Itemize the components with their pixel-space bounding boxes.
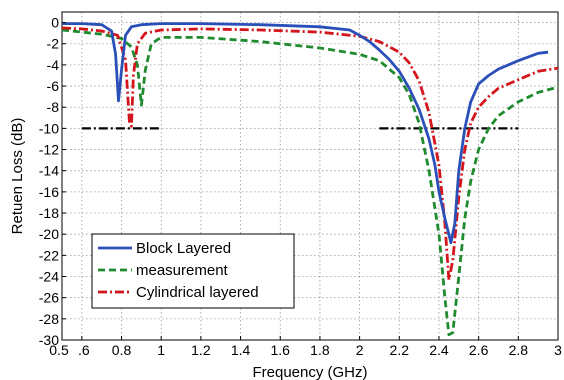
tick-labels: 0.5 .6 0.8 1 1.2 1.4 1.6 1.8 2 2.2 2.4 2.6 2.8 3 0 -2 -4…	[39, 15, 562, 358]
legend-label: measurement	[136, 262, 229, 279]
y-tick-label: -20	[39, 226, 59, 242]
x-tick-label: 1.6	[271, 342, 291, 358]
x-tick-label: 2.2	[390, 342, 410, 358]
y-tick-label: -22	[39, 247, 59, 263]
x-tick-label: 1	[157, 342, 165, 358]
x-tick-label: 2.4	[429, 342, 449, 358]
y-tick-label: -18	[39, 205, 59, 221]
y-tick-label: -6	[47, 78, 60, 94]
x-tick-label: 0.5	[49, 342, 69, 358]
y-tick-label: 0	[51, 15, 59, 31]
y-tick-label: -24	[39, 269, 59, 285]
y-tick-label: -8	[47, 99, 60, 115]
x-tick-label: 2.6	[469, 342, 489, 358]
x-tick-label: 1.8	[310, 342, 330, 358]
y-tick-label: -26	[39, 290, 59, 306]
y-tick-label: -16	[39, 184, 59, 200]
y-tick-label: -10	[39, 120, 59, 136]
series-layer	[61, 22, 559, 337]
x-tick-label: 0.8	[112, 342, 132, 358]
x-tick-label: 2	[356, 342, 364, 358]
x-tick-label: .6	[78, 342, 90, 358]
x-tick-label: 1.2	[191, 342, 211, 358]
series-line-1	[61, 28, 559, 337]
grid-layer	[61, 12, 559, 341]
series-line-0	[62, 22, 549, 245]
x-axis-label: Frequency (GHz)	[252, 364, 367, 380]
plot-frame	[61, 11, 559, 341]
legend-label: Cylindrical layered	[136, 284, 259, 301]
y-tick-label: -14	[39, 163, 59, 179]
legend-label: Block Layered	[136, 240, 231, 257]
x-tick-label: 2.8	[509, 342, 529, 358]
y-tick-label: -12	[39, 142, 59, 158]
x-tick-label: 1.4	[231, 342, 251, 358]
y-axis-label: Retuen Loss (dB)	[9, 118, 26, 235]
x-tick-label: 3	[554, 342, 562, 358]
legend: Block Layered measurement Cylindrical laye…	[91, 233, 295, 309]
y-tick-label: -4	[47, 57, 60, 73]
y-tick-label: -2	[47, 36, 60, 52]
y-tick-label: -30	[39, 332, 59, 348]
y-tick-label: -28	[39, 311, 59, 327]
